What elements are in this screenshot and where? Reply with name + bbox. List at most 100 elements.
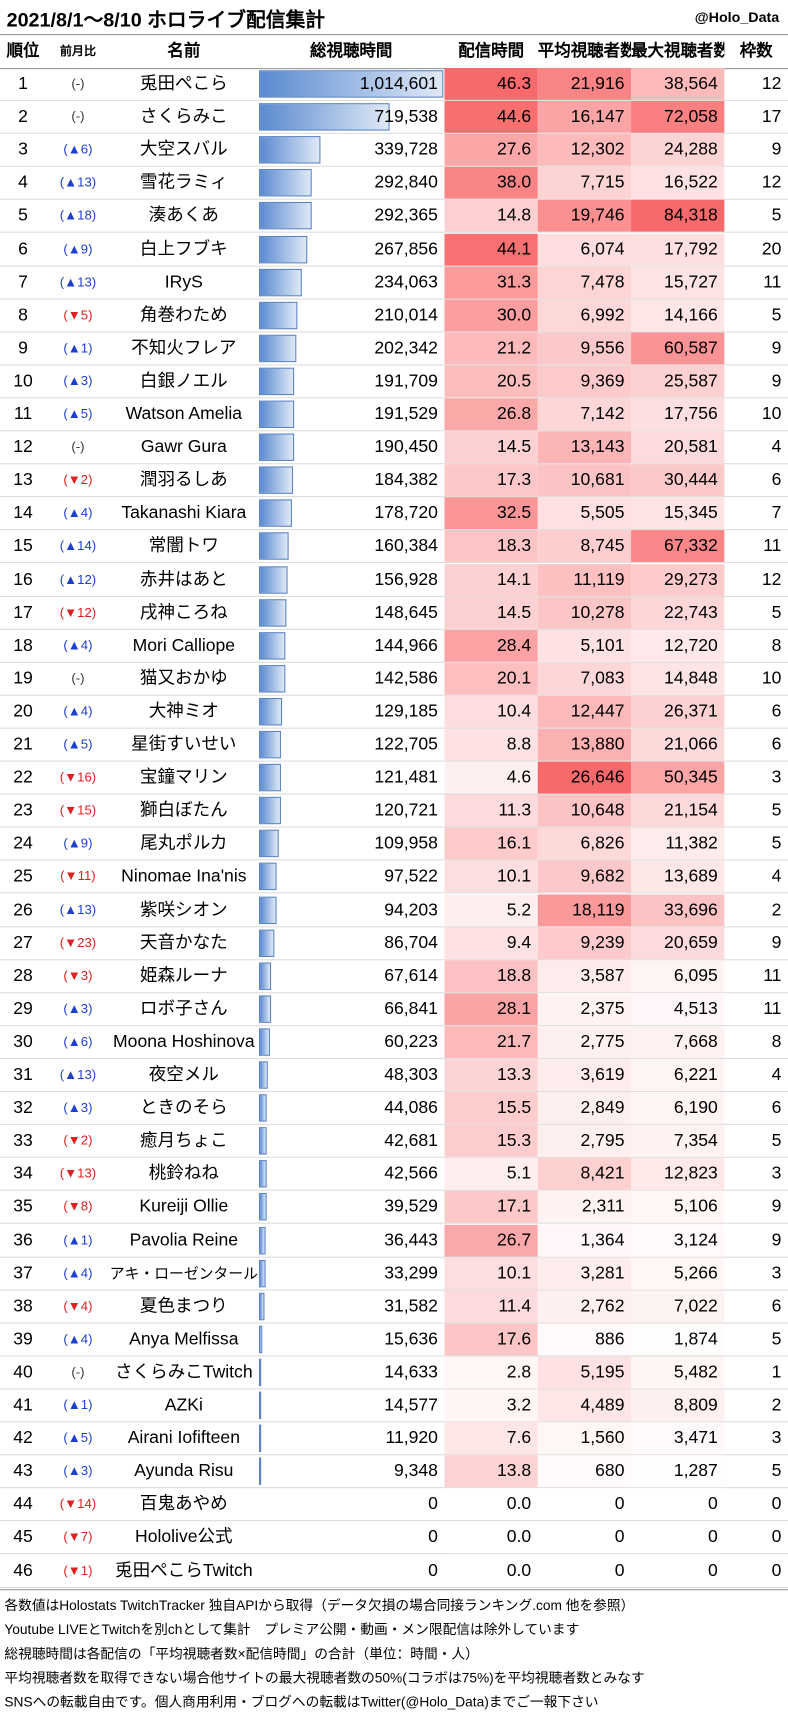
table-cell: 36 <box>13 1230 33 1250</box>
table-cell: 13.8 <box>444 1455 538 1488</box>
table-cell: 6 <box>771 1296 782 1316</box>
table-cell: 13.3 <box>444 1059 538 1091</box>
total-bar <box>259 1424 262 1453</box>
table-cell: 0.0 <box>444 1521 538 1554</box>
table-cell: 44.1 <box>444 233 538 266</box>
table-cell: 2,795 <box>537 1125 632 1157</box>
table-cell: 12,823 <box>631 1158 725 1191</box>
table-cell: (▲13) <box>59 1066 97 1083</box>
name: 夏色まつり <box>139 1296 228 1316</box>
table-cell: 30.0 <box>444 299 538 332</box>
table-cell: 38,564 <box>631 68 725 100</box>
total-bar <box>259 830 279 858</box>
table-cell: 13,880 <box>537 728 632 761</box>
table-cell: (▲4) <box>63 703 93 719</box>
table-cell: 11.4 <box>444 1290 538 1323</box>
table-cell: 14.1 <box>444 563 538 596</box>
table-row: 21 (▲5) 星街すいせい 122,705 8.8 13,880 21,066 6 <box>0 728 788 762</box>
table-cell: 6 <box>771 702 782 721</box>
table-cell: 24 <box>13 834 33 854</box>
table-row: 12 (-) Gawr Gura 190,450 14.5 13,143 20,581 4 <box>0 431 788 465</box>
total-bar <box>259 565 288 594</box>
name: Ninomae Ina'nis <box>121 867 247 887</box>
table-cell: 42,681 <box>384 1131 438 1151</box>
table-cell: 160,384 <box>374 537 438 556</box>
table-row: 9 (▲1) 不知火フレア 202,342 21.2 9,556 60,587 9 <box>0 332 788 366</box>
table-cell: 23 <box>13 801 33 821</box>
table-cell: 12 <box>761 570 782 589</box>
table-cell: 32 <box>13 1098 33 1118</box>
table-cell: 0 <box>771 1528 782 1547</box>
table-cell: 129,185 <box>374 702 438 721</box>
table-cell: 15.5 <box>444 1092 538 1124</box>
table-cell: 6,095 <box>631 959 725 992</box>
table-cell: (▲1) <box>63 340 93 356</box>
table-cell: 4 <box>771 438 782 457</box>
table-cell: (▲3) <box>63 1099 93 1116</box>
table-cell: (▼12) <box>59 604 97 620</box>
table-cell: 9 <box>771 933 782 953</box>
table-cell: 0 <box>428 1561 438 1580</box>
table-cell: 11 <box>763 272 782 292</box>
table-cell: (▲4) <box>63 637 93 653</box>
table-cell: (▼5) <box>63 306 93 323</box>
table-cell: (▼11) <box>60 868 96 884</box>
table-cell: 9 <box>771 1197 782 1217</box>
name: 戌神ころね <box>139 603 228 622</box>
table-cell: 46 <box>13 1561 33 1580</box>
table-cell: 12 <box>761 74 782 94</box>
name: 角巻わため <box>139 305 228 325</box>
table-cell: 25,587 <box>631 365 725 398</box>
table-cell: 18.3 <box>444 530 538 563</box>
name: さくらみこTwitch <box>115 1362 253 1382</box>
column-title: 平均視聴者数 <box>537 41 632 61</box>
table-row: 25 (▼11) Ninomae Ina'nis 97,522 10.1 9,682 13,… <box>0 860 788 894</box>
table-row: 18 (▲4) Mori Calliope 144,966 28.4 5,101 12,72… <box>0 629 788 663</box>
table-cell: 3 <box>771 1164 782 1184</box>
name: 大神ミオ <box>148 702 219 721</box>
table-cell: 17.3 <box>444 464 538 497</box>
table-cell: 84,318 <box>631 200 725 233</box>
table-cell: 67,332 <box>631 530 725 563</box>
table-row: 23 (▼15) 獅白ぼたん 120,721 11.3 10,648 21,154 5 <box>0 794 788 828</box>
table-cell: 1 <box>771 1362 782 1382</box>
table-cell: 60,223 <box>384 1032 438 1052</box>
table-cell: 13 <box>13 471 33 490</box>
total-bar <box>259 1259 266 1287</box>
table-cell: 11,920 <box>385 1429 438 1448</box>
name: 紫咲シオン <box>139 900 228 920</box>
table-cell: 17,756 <box>631 398 725 431</box>
table-cell: (▲6) <box>63 141 93 158</box>
table-cell: 5.2 <box>444 893 538 926</box>
table-cell: 719,538 <box>374 107 438 127</box>
name: Moona Hoshinova <box>113 1032 255 1052</box>
table-cell: 8.8 <box>444 728 538 761</box>
name: 白銀ノエル <box>139 371 228 391</box>
table-row: 13 (▼2) 潤羽るしあ 184,382 17.3 10,681 30,444 6 <box>0 464 788 498</box>
column-title: 枠数 <box>739 41 773 61</box>
table-cell: 2,311 <box>537 1191 632 1224</box>
table-cell: 6 <box>18 239 28 259</box>
table-cell: 2.8 <box>444 1356 538 1389</box>
table-cell: 7,142 <box>537 398 632 431</box>
table-cell: 45 <box>13 1528 33 1547</box>
table-cell: 25 <box>13 867 33 887</box>
table-cell: 38.0 <box>444 167 538 199</box>
table-cell: 267,856 <box>374 239 438 259</box>
table-cell: (▲9) <box>63 835 93 851</box>
table-cell: 10,278 <box>537 596 632 629</box>
table-cell: 4 <box>18 173 28 193</box>
table-cell: 7,083 <box>537 662 632 695</box>
total-bar <box>259 532 289 561</box>
table-cell: 12,720 <box>631 629 725 662</box>
table-cell: 4,513 <box>631 993 725 1025</box>
table-cell: 10 <box>13 371 33 391</box>
table-cell: (▲9) <box>63 240 93 257</box>
table-cell: 21,154 <box>631 794 725 827</box>
table-cell: (▲13) <box>59 273 97 290</box>
total-bar <box>259 1391 262 1420</box>
column-title: 前月比 <box>59 44 97 59</box>
table-cell: 0.0 <box>444 1554 538 1587</box>
table-cell: 14,633 <box>384 1362 438 1382</box>
table-cell: 0 <box>631 1521 725 1554</box>
